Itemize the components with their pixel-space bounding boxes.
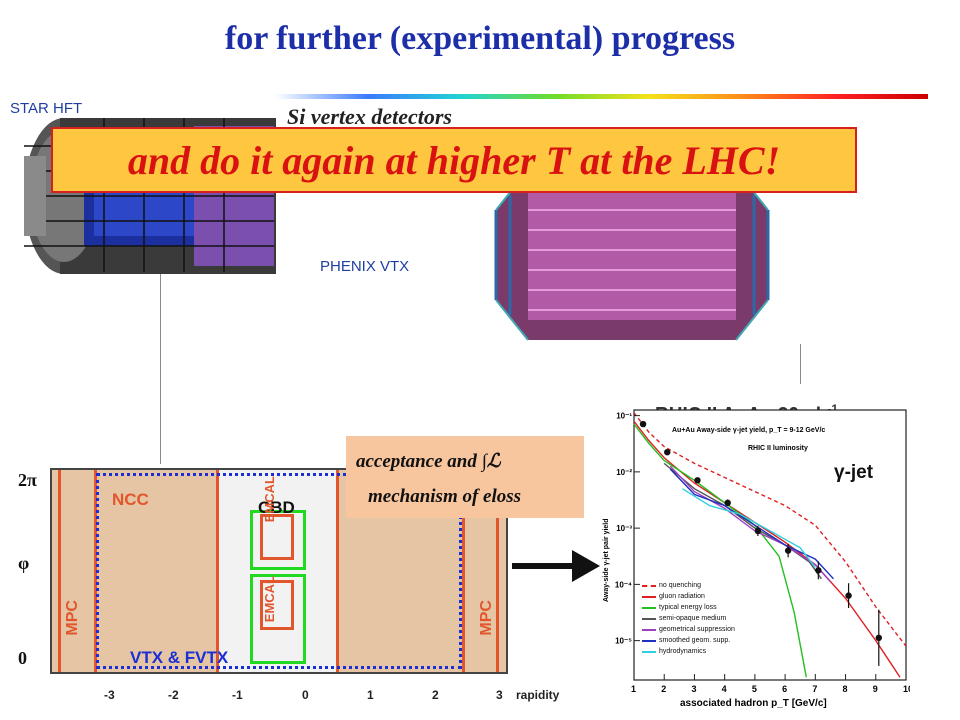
y-tick-label: 10⁻² [616, 468, 632, 477]
arrow-icon [512, 550, 600, 582]
x-tick-label: 6 [782, 684, 787, 694]
y-tick-label: 10⁻⁵ [615, 637, 632, 646]
legend-item: typical energy loss [642, 602, 766, 613]
x-tick-label: 4 [722, 684, 727, 694]
x-tick-label: 3 [691, 684, 696, 694]
series-line [682, 488, 816, 568]
x-tick: 2 [432, 688, 439, 702]
acceptance-box: acceptance and ∫ℒ mechanism of eloss [346, 436, 584, 518]
series-line [633, 412, 907, 647]
phenix-leader-line [800, 344, 801, 384]
rhic-label-sup: -1 [827, 402, 839, 416]
legend-item: semi-opaque medium [642, 613, 766, 624]
chart-x-label: associated hadron p_T [GeV/c] [680, 698, 827, 709]
mpc-left-label: MPC [64, 600, 81, 636]
boundary-line [462, 470, 465, 672]
x-tick: -1 [232, 688, 243, 702]
slide-title: for further (experimental) progress [224, 20, 736, 57]
data-point [845, 592, 852, 599]
region-left [52, 470, 216, 672]
emcal-top-inner [260, 514, 294, 560]
chart-title: Au+Au Away-side γ-jet yield, p_T = 9-12 … [672, 427, 825, 434]
legend-item: no quenching [642, 580, 766, 591]
y-tick-0: 0 [18, 648, 27, 668]
data-point [815, 567, 822, 574]
chart-subtitle: RHIC II luminosity [748, 445, 808, 452]
ncc-label: NCC [112, 490, 149, 509]
data-point [875, 634, 882, 642]
emcal-top-box [250, 510, 306, 570]
series-line [663, 462, 822, 580]
data-point [694, 477, 701, 484]
rainbow-divider [275, 94, 928, 99]
data-point [784, 547, 792, 554]
phenix-vtx-label: PHENIX VTX [320, 258, 410, 275]
acceptance-line-1: acceptance and ∫ℒ [356, 451, 501, 472]
legend-item: smoothed geom. supp. [642, 635, 766, 646]
data-point [639, 420, 647, 428]
boundary-line [496, 470, 499, 672]
vtx-label: VTX & FVTX [130, 648, 229, 667]
star-hft-label: STAR HFT [10, 100, 83, 117]
data-point [664, 448, 671, 456]
gamma-jet-chart: 1 2 3 4 5 6 7 8 9 10 10⁻¹ 10⁻² 10⁻³ 10⁻⁴ 10⁻⁵ Away-sid… [598, 402, 913, 710]
x-tick-label: 10 [903, 684, 910, 694]
x-tick: 3 [496, 688, 503, 702]
x-tick-label: 8 [843, 684, 848, 694]
cbd-label: CBD [258, 498, 295, 517]
boundary-line [216, 470, 219, 672]
y-tick-label: 10⁻³ [616, 524, 632, 533]
x-tick: 1 [367, 688, 374, 702]
mpc-right-label: MPC [478, 600, 495, 636]
si-vertex-label: Si vertex detectors [287, 104, 452, 129]
data-point [754, 527, 762, 535]
phenix-vtx-image [494, 169, 770, 341]
x-tick-label: 2 [661, 684, 666, 694]
gamma-jet-chart-svg: 1 2 3 4 5 6 7 8 9 10 10⁻¹ 10⁻² 10⁻³ 10⁻⁴ 10⁻⁵ Away-sid… [603, 409, 913, 709]
x-axis-label: rapidity [516, 688, 560, 702]
y-tick-label: 10⁻⁴ [615, 580, 632, 589]
star-leader-line [160, 274, 161, 464]
y-tick-2pi: 2π [18, 470, 37, 490]
chart-legend: no quenching gluon radiation typical energ… [642, 580, 766, 657]
emcal-top-label: EMCAL [262, 476, 277, 523]
chart-y-label: Away-side γ-jet pair yield [603, 518, 610, 602]
vtx-acceptance-box [96, 473, 462, 669]
y-tick-label: 10⁻¹ [616, 412, 632, 421]
boundary-line [58, 470, 61, 672]
legend-item: hydrodynamics [642, 646, 766, 657]
boundary-line [336, 470, 339, 672]
lhc-banner: and do it again at higher T at the LHC! [51, 127, 857, 193]
x-tick: -2 [168, 688, 179, 702]
x-tick-label: 5 [752, 684, 757, 694]
legend-item: gluon radiation [642, 591, 766, 602]
gamma-jet-label: γ-jet [834, 462, 874, 483]
boundary-line [94, 470, 97, 672]
emcal-bottom-inner [260, 580, 294, 630]
x-tick-label: 1 [631, 684, 636, 694]
legend-item: geometrical suppression [642, 624, 766, 635]
series-line [669, 468, 835, 580]
emcal-bottom-label: EMCAL [262, 576, 277, 623]
x-tick-label: 7 [812, 684, 817, 694]
y-label-phi: φ [18, 553, 30, 573]
data-point [724, 499, 731, 507]
x-tick: -3 [104, 688, 115, 702]
x-tick: 0 [302, 688, 309, 702]
x-tick-label: 9 [873, 684, 878, 694]
acceptance-line-2: mechanism of eloss [368, 486, 522, 507]
emcal-bottom-box [250, 574, 306, 664]
